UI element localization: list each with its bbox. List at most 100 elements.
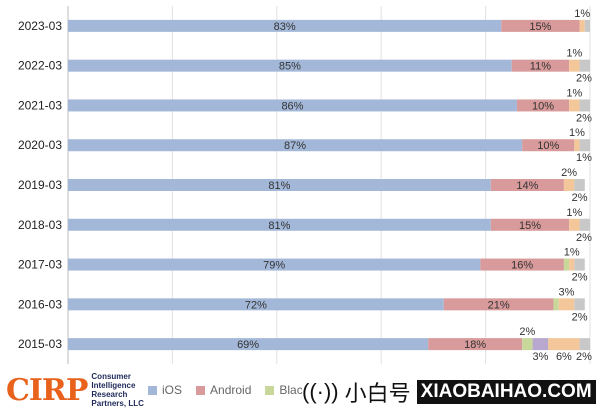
data-label: 2% xyxy=(576,112,592,124)
data-label: 14% xyxy=(516,180,538,192)
bar-segment xyxy=(579,59,590,72)
bar-segment xyxy=(574,298,585,311)
watermark-en: XIAOBAIHAO.COM xyxy=(416,380,596,404)
bar-segment xyxy=(584,19,590,32)
watermark-cn: 小白号 xyxy=(344,382,411,407)
data-label: 2% xyxy=(576,73,592,85)
data-label: 11% xyxy=(530,61,551,73)
cirp-logo-text: Consumer Intelligence Research Partners,… xyxy=(91,372,143,408)
bar-segment xyxy=(579,218,590,231)
legend-swatch xyxy=(265,385,275,395)
data-label: 81% xyxy=(268,220,290,232)
watermark: ((·)) 小白号 XIAOBAIHAO.COM xyxy=(302,376,596,408)
bar-segment xyxy=(511,59,570,72)
category-label: 2020-03 xyxy=(18,138,62,152)
bar-segment xyxy=(68,338,429,351)
category-label: 2023-03 xyxy=(18,19,62,33)
legend-label: Android xyxy=(210,383,252,397)
bar-segment xyxy=(68,218,491,231)
legend-item: iOS xyxy=(148,383,182,397)
legend: iOS Android Black xyxy=(148,383,309,397)
data-label: 1% xyxy=(566,48,582,60)
bar-segment xyxy=(428,338,523,351)
category-label: 2022-03 xyxy=(18,59,62,73)
bar-segment xyxy=(579,19,585,32)
legend-label: Black xyxy=(279,383,309,397)
category-label: 2017-03 xyxy=(18,258,62,272)
data-label: 1% xyxy=(569,127,585,139)
bar-segment xyxy=(569,218,580,231)
logo-line: Partners, LLC xyxy=(91,399,144,408)
data-label: 81% xyxy=(268,180,290,192)
bar-segment xyxy=(569,59,580,72)
data-label: 2% xyxy=(572,192,588,204)
data-label: 1% xyxy=(566,207,582,219)
data-label: 2% xyxy=(561,167,577,179)
data-label: 18% xyxy=(464,339,486,351)
logo-line: Research xyxy=(91,390,128,399)
data-label: 15% xyxy=(529,21,551,33)
logo-line: Intelligence xyxy=(91,381,136,390)
bar-segment xyxy=(548,338,580,351)
bar-segment xyxy=(501,19,580,32)
bar-segment xyxy=(443,298,554,311)
data-label: 87% xyxy=(284,140,306,152)
bar-segment xyxy=(68,19,502,32)
data-label: 21% xyxy=(488,299,510,311)
bar-segment xyxy=(532,338,549,351)
cirp-logo: CIRP Consumer Intelligence Research Part… xyxy=(6,372,144,408)
bar-segment xyxy=(516,99,570,112)
bar-segment xyxy=(480,258,564,271)
data-label: 83% xyxy=(274,21,296,33)
bar-segment xyxy=(490,179,564,191)
bar-segment xyxy=(574,179,585,191)
bar-segment xyxy=(569,258,575,271)
bar-segment xyxy=(490,218,570,231)
data-label: 3% xyxy=(532,351,548,363)
bar-segment xyxy=(574,258,585,271)
bar-segment xyxy=(579,99,590,112)
data-label: 1% xyxy=(564,247,580,259)
data-label: 79% xyxy=(263,260,285,272)
category-label: 2015-03 xyxy=(18,337,62,351)
data-label: 1% xyxy=(574,8,590,20)
bar-segment xyxy=(522,338,533,351)
data-label: 2% xyxy=(572,272,588,284)
data-label: 2% xyxy=(572,311,588,323)
legend-item: Android xyxy=(196,383,251,397)
data-label: 72% xyxy=(245,299,267,311)
data-label: 10% xyxy=(532,100,554,112)
data-label: 3% xyxy=(559,286,575,298)
broadcast-icon: ((·)) xyxy=(302,379,339,404)
bar-segment xyxy=(522,139,575,152)
bar-segment xyxy=(574,139,580,152)
data-label: 2% xyxy=(576,232,592,244)
data-label: 2% xyxy=(519,326,535,338)
legend-item: Black xyxy=(265,383,309,397)
data-label: 10% xyxy=(537,140,559,152)
legend-swatch xyxy=(196,385,206,395)
bar-segment xyxy=(68,139,523,152)
bar-segment xyxy=(553,298,559,311)
logo-line: Consumer xyxy=(91,372,131,381)
data-label: 1% xyxy=(566,87,582,99)
category-label: 2016-03 xyxy=(18,297,62,311)
data-label: 16% xyxy=(511,260,533,272)
legend-swatch xyxy=(148,385,157,395)
data-label: 2% xyxy=(576,351,592,363)
data-label: 69% xyxy=(237,339,259,351)
bar-segment xyxy=(563,179,575,191)
legend-label: iOS xyxy=(162,383,183,397)
bar-segment xyxy=(68,99,517,112)
bar-segment xyxy=(68,179,491,191)
category-label: 2019-03 xyxy=(18,178,62,192)
bar-segment xyxy=(569,99,580,112)
category-label: 2021-03 xyxy=(18,98,62,112)
bar-segment xyxy=(68,59,512,72)
bar-segment xyxy=(579,139,590,152)
category-label: 2018-03 xyxy=(18,218,62,232)
bar-segment xyxy=(579,338,590,351)
cirp-logo-mark: CIRP xyxy=(6,372,88,408)
data-label: 1% xyxy=(576,152,592,164)
